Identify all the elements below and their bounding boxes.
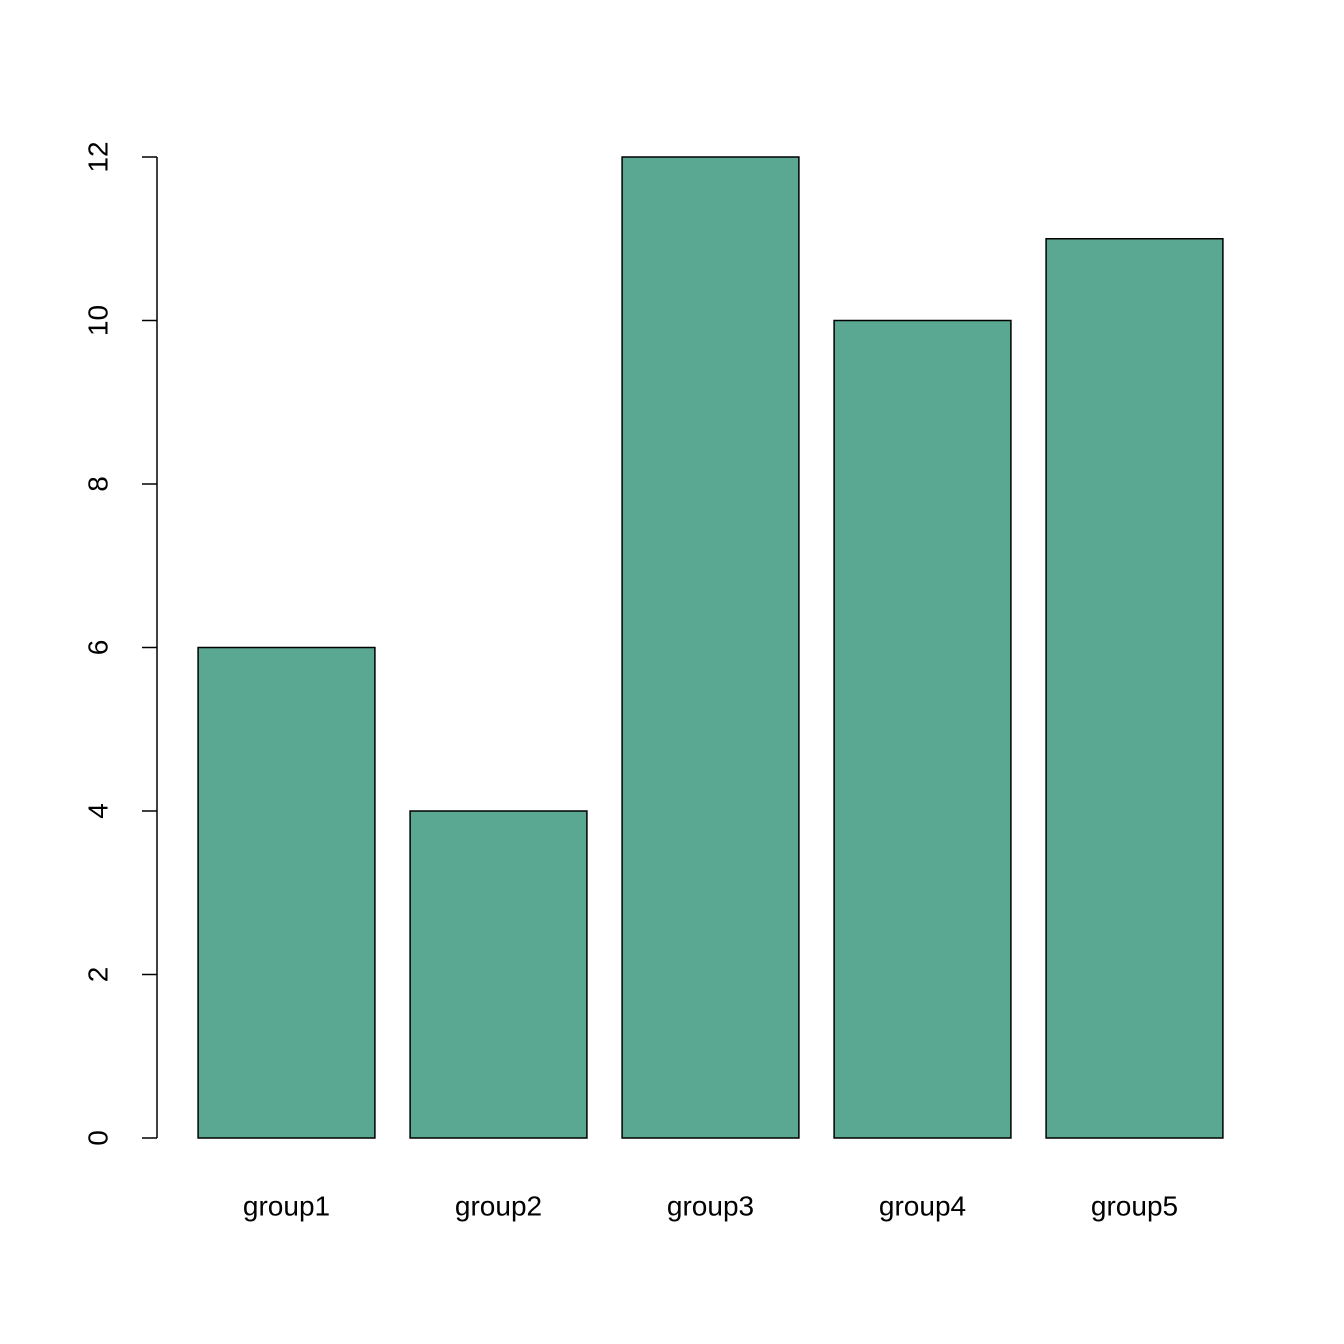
- bar: [833, 319, 1012, 1139]
- x-tick-label: group2: [455, 1190, 542, 1221]
- bar: [621, 156, 800, 1139]
- y-tick-label: 8: [82, 476, 113, 492]
- x-tick-label: group1: [243, 1190, 330, 1221]
- bar: [197, 646, 376, 1139]
- y-tick-label: 4: [82, 803, 113, 819]
- y-tick-label: 12: [82, 141, 113, 172]
- x-tick-label: group4: [879, 1190, 966, 1221]
- bar: [1045, 238, 1224, 1139]
- y-tick-label: 2: [82, 967, 113, 983]
- bar: [409, 810, 588, 1139]
- y-tick-label: 0: [82, 1130, 113, 1146]
- y-tick-label: 10: [82, 305, 113, 336]
- x-tick-label: group5: [1091, 1190, 1178, 1221]
- x-tick-label: group3: [667, 1190, 754, 1221]
- y-tick-label: 6: [82, 640, 113, 656]
